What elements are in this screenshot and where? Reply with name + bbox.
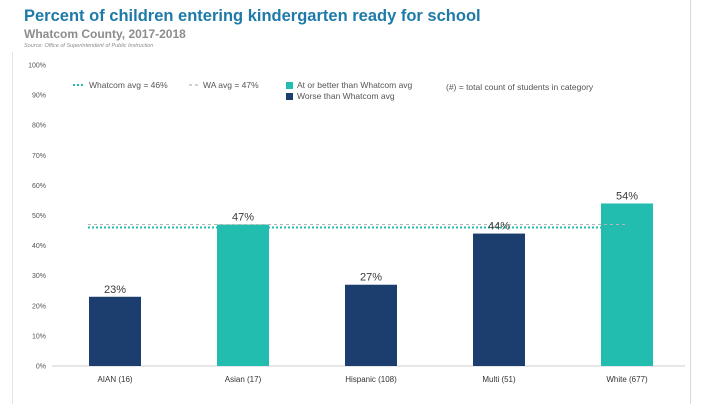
y-tick-label: 100% — [28, 63, 46, 70]
x-tick-label: Multi (51) — [482, 375, 516, 384]
legend-note: (#) = total count of students in categor… — [446, 82, 594, 92]
y-tick-label: 0% — [36, 364, 46, 371]
bar — [89, 296, 141, 366]
legend-better-swatch — [286, 82, 293, 89]
x-tick-label: Asian (17) — [225, 375, 262, 384]
x-axis-labels: AIAN (16) Asian (17) Hispanic (108) Multi (… — [97, 375, 648, 384]
x-tick-label: AIAN (16) — [97, 375, 132, 384]
legend: Whatcom avg = 46% WA avg = 47% At or bet… — [73, 80, 594, 101]
y-tick-label: 20% — [32, 303, 46, 310]
y-tick-label: 30% — [32, 273, 46, 280]
x-tick-label: Hispanic (108) — [345, 375, 397, 384]
legend-wa-label: WA avg = 47% — [203, 80, 259, 90]
bar — [601, 203, 653, 366]
bar — [217, 224, 269, 366]
bar-value-label: 54% — [616, 190, 638, 202]
y-tick-label: 40% — [32, 243, 46, 250]
bar — [473, 233, 525, 366]
bar-value-label: 44% — [488, 221, 510, 233]
chart-title: Percent of children entering kindergarte… — [24, 7, 481, 25]
y-axis: 0% 10% 20% 30% 40% 50% 60% 70% 80% 90% 100% — [28, 63, 46, 371]
y-tick-label: 50% — [32, 213, 46, 220]
bar-value-label: 23% — [104, 284, 126, 296]
x-tick-label: White (677) — [606, 375, 648, 384]
y-tick-label: 70% — [32, 153, 46, 160]
legend-worse-swatch — [286, 93, 293, 100]
y-tick-label: 10% — [32, 333, 46, 340]
bars — [89, 203, 653, 366]
bar — [345, 284, 397, 366]
left-divider — [12, 52, 13, 404]
legend-whatcom-label: Whatcom avg = 46% — [89, 80, 168, 90]
legend-better-label: At or better than Whatcom avg — [297, 80, 413, 90]
bar-value-label: 27% — [360, 272, 382, 284]
legend-worse-label: Worse than Whatcom avg — [297, 91, 395, 101]
chart-source: Source: Office of Superintendent of Publ… — [24, 43, 154, 49]
chart-subtitle: Whatcom County, 2017-2018 — [24, 27, 186, 41]
y-tick-label: 80% — [32, 123, 46, 130]
y-tick-label: 90% — [32, 93, 46, 100]
y-tick-label: 60% — [32, 183, 46, 190]
bar-value-label: 47% — [232, 212, 254, 224]
right-divider — [690, 0, 691, 404]
value-labels: 23% 47% 27% 44% 54% — [104, 190, 638, 295]
